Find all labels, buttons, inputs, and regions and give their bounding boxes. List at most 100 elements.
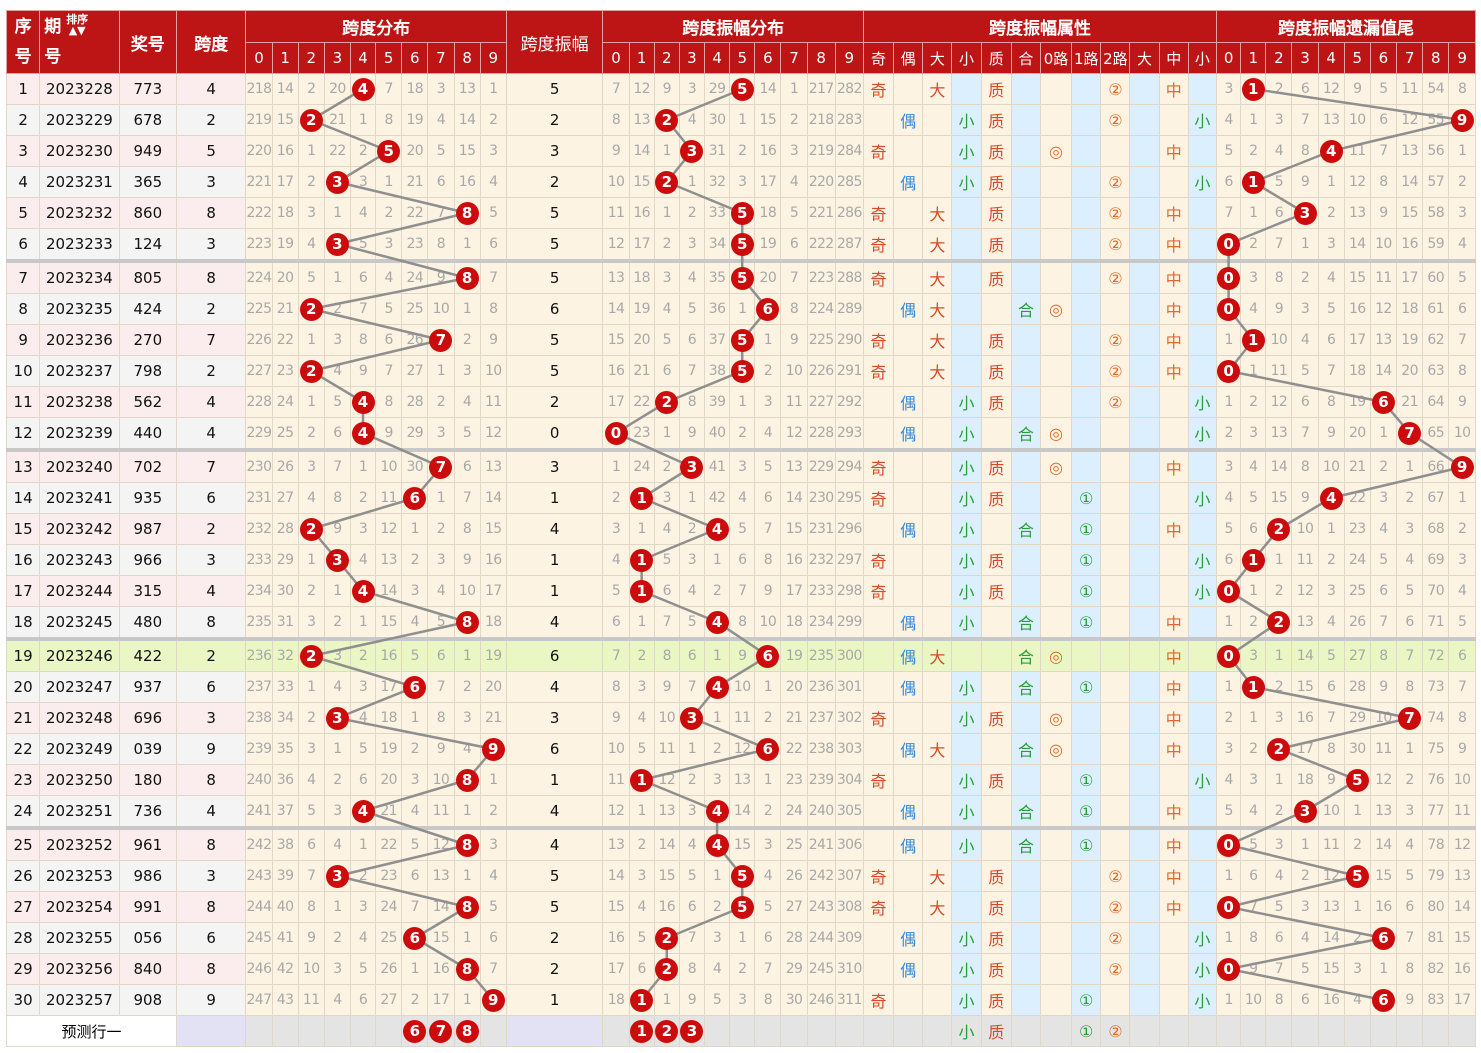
span-dist-cell: 227 [245, 355, 273, 387]
amp-dist-cell: 4 [729, 482, 756, 514]
amp-dist-cell: 15 [602, 891, 630, 923]
amp-dist-cell: 4 [678, 827, 706, 861]
span-dist-cell: 10 [453, 575, 481, 607]
amp-cell: 5 [505, 73, 604, 105]
amp-dist-cell: 12 [729, 733, 756, 765]
span-dist-cell: 7 [297, 860, 325, 892]
span-dist-cell: 26 [401, 324, 429, 356]
amp-dist-cell: 7 [678, 355, 706, 387]
span-dist-cell: 2 [297, 104, 325, 136]
attr-cell [1010, 860, 1041, 892]
amp-tail-cell: 2 [1240, 228, 1267, 263]
attr-cell: 偶 [893, 386, 924, 418]
predict-row: 预测行一 6 7 8 1 2 3 小质 ① ② [6, 1015, 1476, 1047]
header-period[interactable]: 期号 排序 ▲▼ [39, 10, 120, 74]
attr-cell [1129, 260, 1160, 294]
span-ball: 4 [351, 579, 375, 603]
amp-dist-cell: 2 [729, 135, 756, 167]
span-dist-cell: 3 [349, 513, 377, 545]
prize-cell: 736 [118, 795, 177, 830]
attr-cell: 质 [980, 860, 1012, 892]
amp-tail-cell: 8 [1396, 953, 1424, 985]
attr-cell: 合 [1010, 827, 1041, 861]
span-dist-digit-header: 3 [323, 42, 351, 74]
amp-dist-cell: 3 [628, 860, 655, 892]
span-dist-cell: 4 [297, 228, 325, 263]
attr-cell [1100, 575, 1131, 607]
attr-cell [922, 482, 953, 514]
amp-dist-cell: 1 [678, 482, 706, 514]
span-ball: 8 [455, 768, 479, 792]
predict-tail-cell [1343, 1015, 1371, 1047]
amp-dist-cell: 16 [628, 197, 655, 229]
amp-dist-digit-header: 8 [806, 42, 836, 74]
attr-cell: 合 [1010, 795, 1041, 830]
predict-tail-cell [1369, 1015, 1398, 1047]
attr-cell [1039, 860, 1073, 892]
span-dist-cell: 21 [323, 104, 351, 136]
amp-tail-cell: 1 [1369, 953, 1398, 985]
span-dist-cell: 4 [349, 386, 377, 418]
span-dist-cell: 7 [323, 449, 351, 483]
attr-cell: 大 [922, 197, 953, 229]
amp-tail-cell: 10 [1240, 984, 1267, 1016]
attr-cell: 质 [980, 324, 1012, 356]
span-dist-cell: 245 [245, 922, 273, 954]
span-dist-cell: 233 [245, 544, 273, 576]
table-row: 28 2023255 056 6 245 41 9 2 4 25 6 15 1 6 2 16 5 2 7 3 1 6 28 2… [6, 922, 1476, 954]
amp-tail-cell: 21 [1343, 449, 1371, 483]
span-dist-cell: 29 [401, 417, 429, 452]
sort-button[interactable]: 排序 ▲▼ [66, 14, 88, 36]
amp-tail-cell: 22 [1343, 482, 1371, 514]
attr-cell: 奇 [862, 135, 895, 167]
attr-cell: 小 [1187, 482, 1218, 514]
span-cell: 6 [175, 671, 247, 703]
amp-ball: 5 [730, 201, 754, 225]
amp-dist-cell: 38 [704, 355, 731, 387]
amp-dist-cell: 4 [628, 891, 655, 923]
span-dist-cell: 1 [453, 638, 481, 672]
amp-dist-cell: 17 [754, 166, 782, 198]
attr-cell [1071, 355, 1102, 387]
table-row: 17 2023244 315 4 234 30 2 1 4 14 3 4 10 17 1 5 1 6 4 2 7 9 17 2… [6, 575, 1476, 607]
amp-cell: 5 [505, 860, 604, 892]
amp-tail-cell: 58 [1422, 197, 1450, 229]
amp-dist-cell: 223 [806, 260, 836, 294]
predict-label: 预测行一 [6, 1015, 177, 1047]
amp-dist-cell: 3 [678, 449, 706, 483]
amp-tail-cell: 16 [1369, 891, 1398, 923]
span-dist-cell: 5 [349, 953, 377, 985]
span-dist-cell: 43 [271, 984, 299, 1016]
table-row: 24 2023251 736 4 241 37 5 3 4 21 4 11 1 2 4 12 1 13 3 4 14 2 2… [6, 795, 1476, 830]
amp-dist-cell: 4 [678, 575, 706, 607]
amp-tail-cell: 1 [1216, 606, 1242, 641]
span-dist-cell: 17 [375, 671, 403, 703]
attr-cell [893, 355, 924, 387]
span-dist-cell: 8 [453, 513, 481, 545]
attr-cell [922, 417, 953, 452]
amp-ball: 2 [655, 108, 679, 132]
amp-dist-cell: 8 [754, 984, 782, 1016]
attr-cell [922, 606, 953, 641]
amp-tail-cell: 26 [1343, 606, 1371, 641]
amp-dist-cell: 240 [806, 795, 836, 830]
attr-cell [1187, 73, 1218, 105]
table-row: 30 2023257 908 9 247 43 11 4 6 27 2 17 1 9 1 18 1 1 9 5 3 8 30… [6, 984, 1476, 1016]
prize-cell: 315 [118, 575, 177, 607]
span-dist-digit-header: 4 [349, 42, 377, 74]
attr-cell: 中 [1158, 733, 1189, 765]
amp-tail-cell: 7 [1317, 355, 1345, 387]
attr-cell: 质 [980, 228, 1012, 263]
amp-ball: 6 [756, 297, 780, 321]
amp-tail-cell: 5 [1343, 764, 1371, 796]
attr-cell [1071, 228, 1102, 263]
table-row: 3 2023230 949 5 220 16 1 22 2 5 20 5 15 3 3 9 14 1 3 31 2 16 3… [6, 135, 1476, 167]
span-dist-cell: 8 [297, 891, 325, 923]
span-dist-cell: 228 [245, 386, 273, 418]
span-dist-cell: 3 [323, 795, 351, 830]
amp-tail-cell: 4 [1216, 764, 1242, 796]
amp-dist-cell: 7 [602, 638, 630, 672]
attr-cell: 中 [1158, 702, 1189, 734]
span-ball: 3 [325, 548, 349, 572]
attr-cell [1100, 827, 1131, 861]
